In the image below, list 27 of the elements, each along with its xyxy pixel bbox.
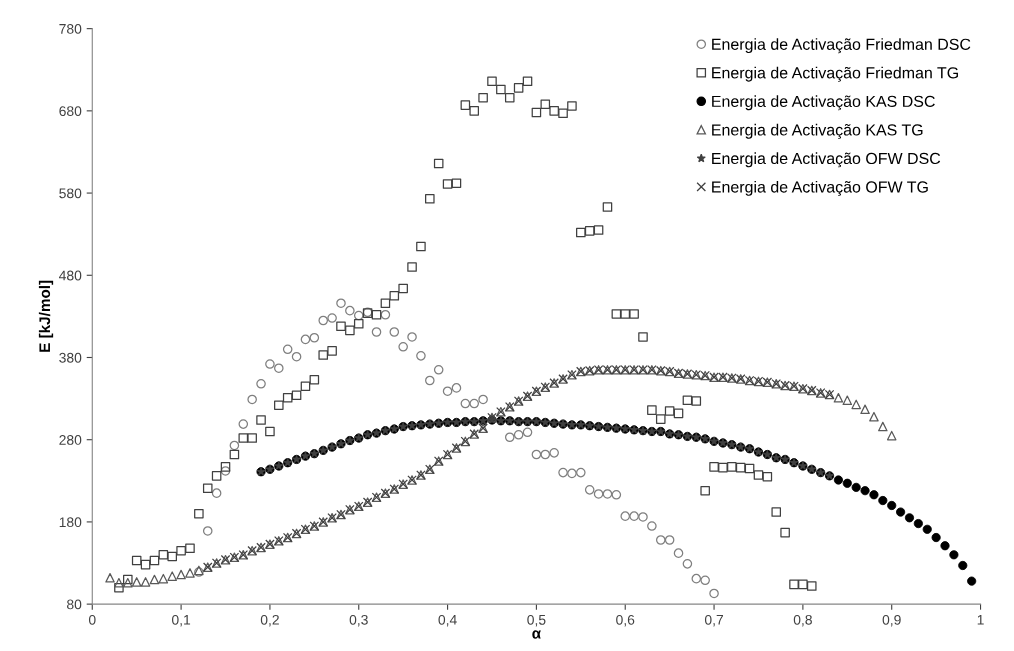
legend-label: Energia de Activação Friedman TG [712, 66, 958, 82]
y-tick-label: 480 [59, 270, 82, 281]
x-tick-label: 0,2 [260, 614, 279, 627]
y-tick-label: 180 [59, 517, 82, 528]
x-tick-label: 0 [88, 614, 96, 625]
x-tick-label: 0,7 [704, 614, 724, 627]
x-tick-label: 0,4 [438, 614, 457, 627]
legend-label: Energia de Activação KAS DSC [712, 95, 935, 111]
legend-label: Energia de Activação Friedman DSC [712, 38, 971, 54]
x-tick-label: 0,8 [793, 614, 812, 627]
legend-label: Energia de Activação KAS TG [712, 123, 923, 139]
y-tick-label: 680 [59, 106, 82, 117]
y-tick-label: 780 [59, 23, 82, 34]
x-tick-label: 0,9 [882, 614, 901, 627]
x-tick-label: 0,5 [527, 614, 546, 627]
y-tick-label: 80 [67, 599, 82, 610]
y-tick-label: 380 [59, 352, 82, 363]
y-tick-label: 580 [59, 188, 82, 199]
y-axis-title: E [kJ/mol] [38, 280, 54, 352]
x-tick-label: 0,1 [171, 614, 191, 627]
legend-label: Energia de Activação OFW TG [712, 180, 928, 196]
x-tick-label: 1 [977, 615, 984, 625]
x-axis-title: α [532, 630, 541, 639]
x-tick-label: 0,3 [349, 614, 368, 627]
legend-label: Energia de Activação OFW DSC [712, 152, 941, 168]
x-tick-label: 0,6 [616, 614, 635, 627]
y-tick-label: 280 [59, 435, 82, 445]
